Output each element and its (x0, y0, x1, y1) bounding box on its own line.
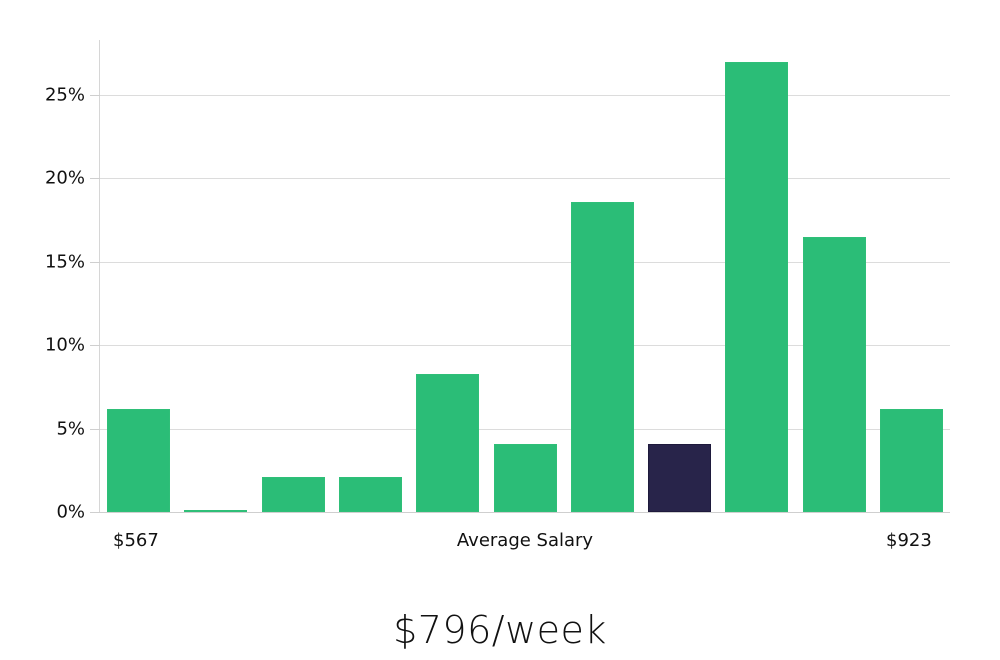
bar (725, 61, 789, 512)
bar (184, 510, 248, 513)
y-tick-mark (90, 261, 100, 263)
x-axis-baseline (100, 512, 950, 513)
y-tick-label: 25% (44, 84, 85, 106)
gridline (100, 261, 950, 263)
x-min-label: $567 (113, 530, 159, 551)
gridline (100, 428, 950, 430)
bar (880, 408, 943, 512)
average-salary-value: $796/week (393, 608, 607, 652)
y-tick-mark (90, 512, 100, 513)
y-tick-mark (90, 345, 100, 347)
y-tick-mark (90, 428, 100, 430)
salary-histogram: 0% 5% 10% 15% 20% 25% $567 Average Salary $92… (44, 40, 950, 551)
y-tick-label: 10% (44, 334, 85, 356)
bar (107, 408, 170, 512)
bar (493, 443, 557, 512)
x-axis-title: Average Salary (456, 530, 594, 551)
gridline (100, 95, 950, 96)
bar (416, 373, 480, 512)
y-tick-label: 5% (56, 418, 85, 440)
bar (570, 201, 634, 512)
y-tick-label: 15% (44, 251, 85, 273)
y-tick-label: 20% (44, 167, 85, 189)
gridline (100, 178, 950, 180)
y-tick-mark (90, 95, 100, 96)
bar (338, 476, 402, 512)
y-tick-label: 0% (56, 501, 85, 523)
x-max-label: $923 (886, 530, 932, 551)
y-axis-line (99, 40, 100, 512)
bar (261, 476, 325, 512)
y-tick-mark (90, 178, 100, 180)
bar-highlighted (648, 443, 712, 512)
gridline (100, 345, 950, 347)
bar (802, 236, 866, 512)
